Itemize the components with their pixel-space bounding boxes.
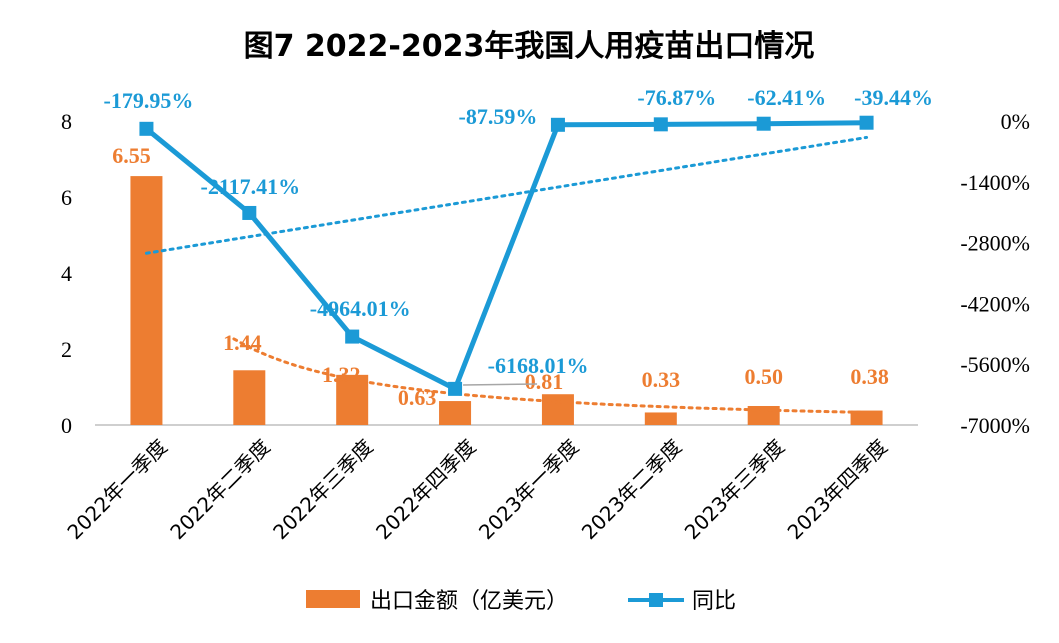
x-category-label: 2023年三季度 <box>680 435 790 545</box>
bar <box>130 176 163 425</box>
line-data-label: -6168.01% <box>488 353 589 378</box>
x-axis-categories: 2022年一季度2022年二季度2022年三季度2022年四季度2023年一季度… <box>62 435 892 545</box>
x-category-label: 2022年三季度 <box>268 435 378 545</box>
line-marker <box>242 205 257 220</box>
x-category-label: 2022年四季度 <box>371 435 481 545</box>
legend-line-marker <box>649 593 663 607</box>
line-marker <box>550 117 565 132</box>
bar <box>439 401 472 425</box>
bar-data-label: 0.63 <box>398 385 437 410</box>
line-path <box>144 120 867 392</box>
legend-bar-label: 出口金额（亿美元） <box>370 589 568 614</box>
line-marker <box>345 329 360 344</box>
bar <box>233 370 266 425</box>
y-left-tick-label: 6 <box>61 185 72 210</box>
bar-data-label: 1.44 <box>223 330 262 355</box>
line-marker <box>756 116 771 131</box>
line-data-labels: -179.95% -2117.41% -4964.01% -6168.01% -87.5… <box>104 85 933 386</box>
line-marker <box>139 121 154 136</box>
bar-data-label: 6.55 <box>112 143 151 168</box>
y-right-tick-label: -4200% <box>960 291 1030 316</box>
bar-data-labels: 6.55 1.44 1.32 0.63 0.81 0.33 0.50 0.38 <box>112 143 889 410</box>
line-data-label: -76.87% <box>637 85 716 110</box>
y-axis-left: 0 2 4 6 8 <box>61 109 72 438</box>
line-data-label: -4964.01% <box>310 296 411 321</box>
legend-bar-swatch <box>306 590 360 608</box>
line-data-label: -179.95% <box>104 88 194 113</box>
x-category-label: 2022年二季度 <box>165 435 275 545</box>
bar <box>644 412 677 425</box>
line-data-label: -2117.41% <box>201 174 301 199</box>
line-marker <box>653 117 668 132</box>
x-category-label: 2022年一季度 <box>62 435 172 545</box>
y-left-tick-label: 4 <box>61 261 72 286</box>
bar <box>336 374 369 425</box>
y-left-tick-label: 2 <box>61 337 72 362</box>
y-axis-right: 0% -1400% -2800% -4200% -5600% -7000% <box>960 109 1030 438</box>
x-category-label: 2023年一季度 <box>474 435 584 545</box>
bar <box>541 394 574 425</box>
legend-line-label: 同比 <box>692 589 736 614</box>
chart-title: 图7 2022-2023年我国人用疫苗出口情况 <box>244 29 815 64</box>
line-data-label: -87.59% <box>459 104 538 129</box>
bar-data-label: 0.38 <box>850 364 889 389</box>
label-leader-line <box>463 383 538 386</box>
legend: 出口金额（亿美元） 同比 <box>306 589 736 614</box>
bar-data-label: 0.81 <box>525 369 564 394</box>
line-data-label: -39.44% <box>854 85 933 110</box>
line-data-label: -62.41% <box>747 85 826 110</box>
bar-data-label: 1.32 <box>322 362 361 387</box>
bar-data-label: 0.33 <box>642 367 681 392</box>
x-category-label: 2023年四季度 <box>783 435 893 545</box>
y-right-tick-label: -1400% <box>960 170 1030 195</box>
y-right-tick-label: -7000% <box>960 413 1030 438</box>
line-series <box>139 115 874 396</box>
y-right-tick-label: 0% <box>1001 109 1030 134</box>
y-right-tick-label: -2800% <box>960 231 1030 256</box>
bar-data-label: 0.50 <box>744 364 783 389</box>
x-category-label: 2023年二季度 <box>577 435 687 545</box>
line-marker <box>448 381 463 396</box>
bar-trendline <box>232 337 863 414</box>
line-marker <box>859 115 874 130</box>
bar-series <box>130 176 883 425</box>
y-right-tick-label: -5600% <box>960 352 1030 377</box>
y-left-tick-label: 0 <box>61 413 72 438</box>
y-left-tick-label: 8 <box>61 109 72 134</box>
bar <box>850 410 883 425</box>
